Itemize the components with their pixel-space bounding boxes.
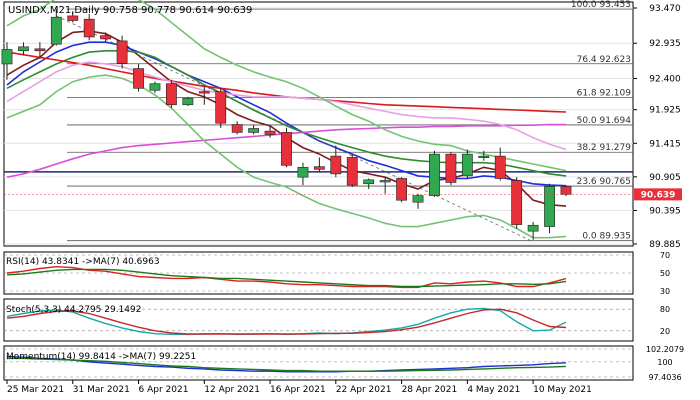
x-tick-label: 12 Apr 2021 xyxy=(204,385,260,395)
moving-average-line xyxy=(6,61,567,151)
main-title: USINDX,M21,Daily 90.758 90.778 90.614 90… xyxy=(8,5,252,16)
candle-body xyxy=(149,83,161,91)
moving-averages xyxy=(6,0,567,243)
y-tick-label: 90.905 xyxy=(649,173,681,183)
momentum-tick-label: 100 xyxy=(657,358,672,367)
candle-body xyxy=(18,46,29,52)
candle-body xyxy=(379,180,391,183)
y-tick-label: 90.395 xyxy=(649,206,681,216)
candle-body xyxy=(527,224,539,232)
candle-body xyxy=(330,155,342,175)
moving-average-line xyxy=(6,49,567,177)
candle-body xyxy=(34,48,46,52)
candle-body xyxy=(133,68,144,89)
y-tick-label: 93.470 xyxy=(649,4,681,14)
candle-body xyxy=(83,18,95,38)
indicator-panels: 70 50 30 80 20 102.2079 100 97.4036 xyxy=(4,251,684,382)
candle-body xyxy=(182,97,194,106)
stoch-tick-label: 80 xyxy=(660,305,670,314)
candle-body xyxy=(313,166,325,170)
fib-label: 38.2 91.279 xyxy=(577,143,632,153)
candle-body xyxy=(429,153,440,196)
candle-body xyxy=(346,157,358,186)
x-tick-label: 31 Mar 2021 xyxy=(73,385,130,395)
momentum-tick-label: 97.4036 xyxy=(648,373,681,382)
x-tick-label: 25 Mar 2021 xyxy=(7,385,64,395)
axes: 93.470 92.935 92.400 91.925 91.415 90.905 90.3… xyxy=(4,4,682,395)
fib-label: 50.0 91.694 xyxy=(577,116,632,126)
chart-labels: USINDX,M21,Daily 90.758 90.778 90.614 90… xyxy=(6,5,252,362)
rsi-tick-label: 70 xyxy=(660,251,670,260)
momentum-tick-label: 102.2079 xyxy=(646,345,684,354)
last-price-label: 90.639 xyxy=(641,190,676,200)
y-tick-label: 92.935 xyxy=(649,39,681,49)
rsi-tick-label: 50 xyxy=(660,269,670,278)
x-tick-label: 10 May 2021 xyxy=(533,385,592,395)
candle-body xyxy=(494,155,506,179)
stoch-panel-frame xyxy=(3,298,634,342)
moving-average-line xyxy=(6,74,567,239)
rsi-label: RSI(14) 43.8341 ->MA(7) 40.6963 xyxy=(6,257,160,267)
last-price-tag xyxy=(634,188,682,201)
y-tick-label: 91.925 xyxy=(649,106,681,116)
x-tick-label: 16 Apr 2021 xyxy=(270,385,326,395)
mom-panel-frame xyxy=(3,345,634,381)
candle-body xyxy=(215,91,227,124)
candle-body xyxy=(281,132,292,166)
y-tick-label: 89.885 xyxy=(649,240,681,250)
moving-average-line xyxy=(6,41,567,187)
fib-label: 0.0 89.935 xyxy=(582,232,631,242)
x-tick-label: 6 Apr 2021 xyxy=(139,385,189,395)
trendline xyxy=(56,15,534,243)
candlesticks xyxy=(1,9,572,240)
candle-body xyxy=(116,40,128,64)
momentum-series-line xyxy=(7,357,567,372)
candle-body xyxy=(198,91,210,94)
candle-body xyxy=(511,180,523,225)
grid-lines xyxy=(4,7,633,245)
candle-body xyxy=(412,195,424,203)
x-tick-label: 22 Apr 2021 xyxy=(336,385,392,395)
candle-body xyxy=(560,186,572,195)
candle-body xyxy=(264,130,276,135)
moving-average-line xyxy=(6,0,567,172)
candle-body xyxy=(297,167,309,178)
fib-label: 100.0 93.453 xyxy=(571,0,631,10)
fib-label: 76.4 92.623 xyxy=(577,55,631,65)
y-tick-label: 92.400 xyxy=(649,74,681,84)
candle-body xyxy=(396,178,407,201)
momentum-series-line xyxy=(6,355,567,373)
candle-body xyxy=(248,128,260,133)
candle-body xyxy=(100,35,112,40)
candle-body xyxy=(445,153,457,183)
fib-label: 61.8 92.109 xyxy=(577,89,632,99)
candle-body xyxy=(461,153,473,177)
candle-body xyxy=(231,124,243,133)
candle-body xyxy=(363,179,375,185)
stoch-tick-label: 20 xyxy=(660,327,670,336)
candle-body xyxy=(166,83,177,106)
x-tick-label: 4 May 2021 xyxy=(467,385,520,395)
main-panel-frame xyxy=(3,1,634,247)
rsi-series-line xyxy=(6,265,567,289)
rsi-series-line xyxy=(6,268,567,288)
stoch-label: Stoch(5,3,3) 44.2795 29.1492 xyxy=(6,305,141,315)
fib-label: 23.6 90.765 xyxy=(577,177,631,187)
candle-body xyxy=(544,186,555,227)
rsi-tick-label: 30 xyxy=(660,287,670,296)
x-tick-label: 28 Apr 2021 xyxy=(402,385,458,395)
fibonacci-levels: 100.0 93.453 76.4 92.623 61.8 92.109 50.0 9… xyxy=(4,0,633,242)
stoch-series-line xyxy=(6,308,567,335)
momentum-label: Momentum(14) 99.8414 ->MA(7) 99.2251 xyxy=(6,352,196,362)
candle-body xyxy=(1,49,13,65)
candle-body xyxy=(478,155,490,158)
candle-body xyxy=(50,16,62,45)
y-tick-label: 91.415 xyxy=(649,139,681,149)
candle-body xyxy=(67,15,79,21)
